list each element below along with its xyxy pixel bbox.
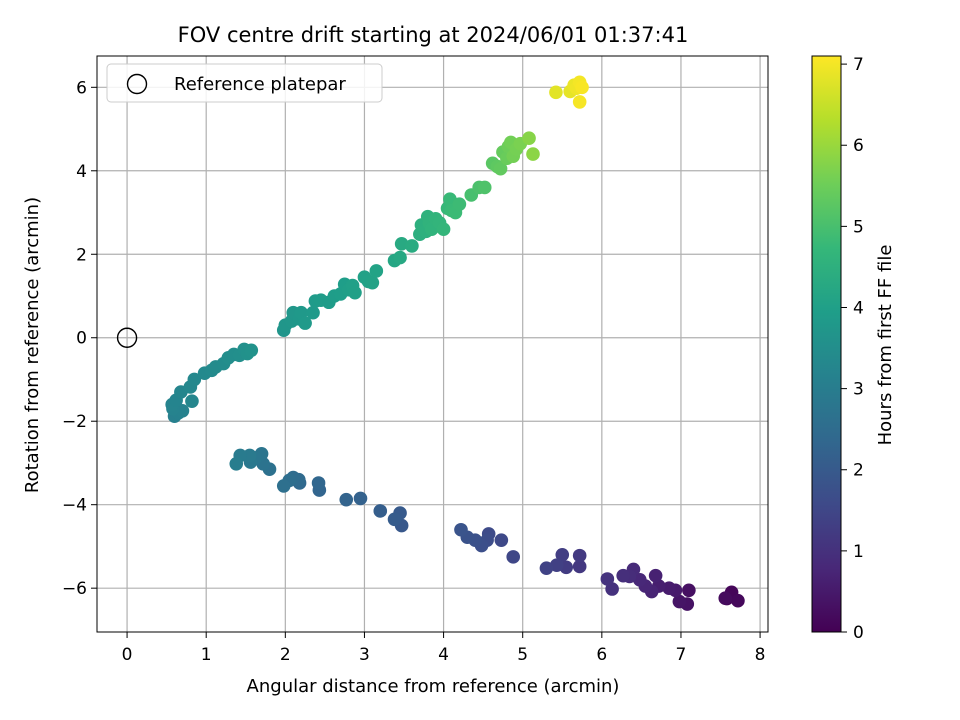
- chart-title: FOV centre drift starting at 2024/06/01 …: [178, 23, 689, 47]
- colorbar: 0 1 2 3 4 5 6 7 Hours from first FF file: [811, 55, 896, 643]
- data-point: [306, 305, 320, 320]
- colorbar-tick-label: 0: [853, 623, 864, 643]
- x-tick-label: 7: [676, 645, 687, 665]
- data-point: [672, 594, 687, 609]
- data-point: [575, 80, 589, 95]
- data-point: [549, 558, 564, 573]
- y-tick-label: −6: [62, 579, 87, 599]
- y-tick-label: 0: [76, 329, 87, 349]
- data-point: [405, 239, 419, 253]
- x-tick-label: 2: [280, 645, 291, 665]
- y-tick-label: 6: [76, 78, 87, 98]
- data-point: [718, 591, 733, 605]
- y-axis-label: Rotation from reference (arcmin): [22, 197, 43, 493]
- data-point: [506, 550, 521, 564]
- x-tick-label: 3: [359, 645, 370, 665]
- legend: Reference platepar: [106, 63, 383, 103]
- data-point: [682, 583, 696, 598]
- data-point: [522, 131, 536, 146]
- plot-frame: [96, 55, 769, 633]
- data-point: [311, 476, 326, 490]
- data-point: [477, 180, 492, 195]
- legend-marker-circle: [126, 73, 148, 95]
- colorbar-tick-label: 6: [853, 136, 864, 156]
- y-tick-label: −4: [62, 496, 87, 516]
- legend-entry-reference: Reference platepar: [174, 74, 346, 95]
- colorbar-tick-label: 7: [853, 55, 864, 75]
- data-point: [572, 559, 587, 574]
- legend-box: [106, 63, 383, 103]
- data-point: [298, 316, 312, 330]
- data-point: [731, 593, 745, 608]
- data-point: [229, 456, 244, 471]
- data-point: [353, 491, 368, 506]
- data-point: [276, 479, 291, 493]
- x-tick-label: 8: [755, 645, 766, 665]
- colorbar-tick-label: 2: [853, 461, 864, 481]
- data-point: [348, 285, 362, 300]
- x-axis-label: Angular distance from reference (arcmin): [247, 676, 620, 697]
- data-point: [393, 250, 407, 265]
- data-point: [662, 581, 676, 595]
- data-point: [454, 522, 468, 537]
- x-ticks: 0 1 2 3 4 5 6 7 8: [122, 632, 766, 665]
- data-point: [648, 568, 663, 583]
- y-tick-label: 4: [76, 162, 87, 182]
- reference-point: [116, 327, 138, 348]
- colorbar-tick-label: 5: [853, 217, 864, 237]
- data-point: [572, 95, 587, 109]
- data-point: [572, 548, 587, 563]
- data-point: [244, 343, 259, 358]
- data-point: [373, 504, 388, 518]
- data-point: [387, 512, 402, 527]
- y-ticks: −6 −4 −2 0 2 4 6: [62, 78, 97, 599]
- data-point: [365, 275, 380, 290]
- colorbar-tick-label: 1: [853, 542, 864, 562]
- data-point: [187, 372, 202, 387]
- x-tick-label: 1: [201, 645, 212, 665]
- data-point: [394, 237, 409, 251]
- data-point: [539, 561, 554, 575]
- grid: [97, 56, 768, 632]
- data-point: [494, 533, 509, 547]
- colorbar-label: Hours from first FF file: [875, 245, 896, 446]
- points-layer: [165, 75, 745, 611]
- x-tick-label: 5: [517, 645, 528, 665]
- data-point: [633, 573, 647, 587]
- data-point: [436, 222, 451, 237]
- colorbar-ticks: 0 1 2 3 4 5 6 7: [841, 55, 864, 643]
- data-point: [185, 394, 199, 408]
- x-tick-label: 6: [596, 645, 607, 665]
- data-point: [294, 305, 308, 320]
- colorbar-gradient: [811, 55, 842, 633]
- reference-layer: [116, 327, 138, 348]
- data-point: [555, 547, 570, 562]
- data-point: [600, 572, 615, 586]
- data-point: [549, 85, 563, 100]
- y-tick-label: 2: [76, 245, 87, 265]
- x-tick-label: 0: [122, 645, 133, 665]
- y-tick-label: −2: [62, 412, 87, 432]
- data-point: [242, 448, 257, 463]
- x-tick-label: 4: [438, 645, 449, 665]
- data-point: [339, 492, 354, 507]
- data-point: [493, 161, 508, 176]
- data-point: [452, 197, 467, 211]
- data-point: [526, 147, 540, 161]
- colorbar-tick-label: 4: [853, 298, 864, 318]
- data-point: [369, 264, 384, 278]
- data-point: [616, 568, 630, 583]
- colorbar-tick-label: 3: [853, 380, 864, 400]
